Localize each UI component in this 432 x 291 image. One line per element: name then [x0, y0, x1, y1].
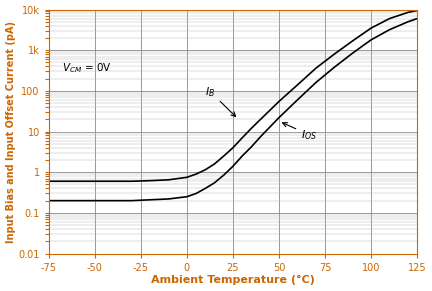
Text: $V_{CM}$ = 0V: $V_{CM}$ = 0V [62, 61, 111, 75]
Y-axis label: Input Bias and Input Offset Current (pA): Input Bias and Input Offset Current (pA) [6, 21, 16, 243]
Text: $I_B$: $I_B$ [205, 85, 235, 116]
Text: $I_{OS}$: $I_{OS}$ [283, 123, 317, 142]
X-axis label: Ambient Temperature (°C): Ambient Temperature (°C) [151, 275, 315, 285]
